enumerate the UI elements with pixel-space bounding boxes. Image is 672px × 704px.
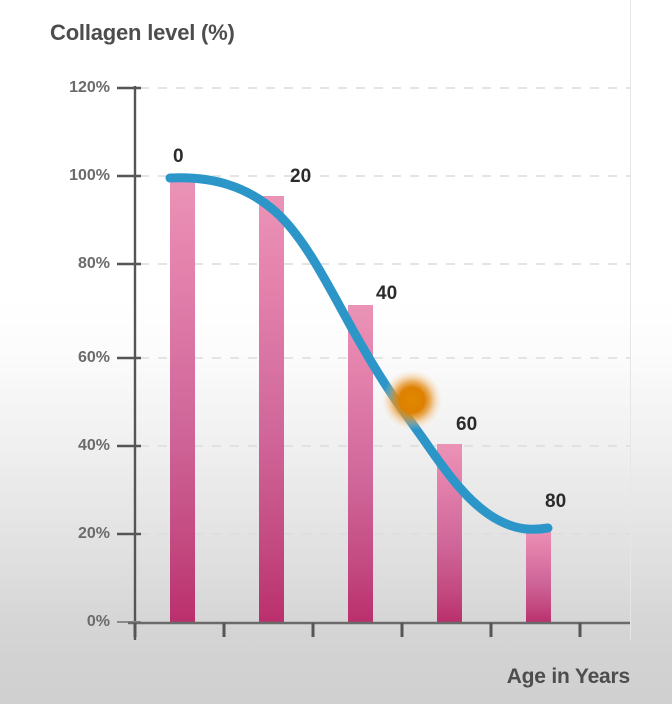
data-label-age-20: 20 [290, 166, 312, 187]
y-tick-label-80: 80% [77, 255, 110, 272]
y-tick-label-40: 40% [77, 437, 110, 454]
highlight-marker-icon[interactable] [382, 370, 442, 430]
y-tick-label-20: 20% [77, 525, 110, 542]
y-tick-label-0: 0% [86, 613, 110, 630]
x-axis-title: Age in Years [506, 665, 630, 688]
trend-line [165, 173, 553, 534]
gridlines [140, 87, 630, 535]
bar-series [170, 178, 551, 623]
y-axis [117, 86, 141, 640]
data-label-age-80: 80 [545, 491, 567, 512]
y-tick-label-60: 60% [77, 349, 110, 366]
bar-age-0[interactable] [170, 178, 195, 623]
x-axis [128, 621, 630, 637]
data-label-age-60: 60 [456, 414, 478, 435]
bar-age-80[interactable] [526, 528, 551, 623]
panel-right-edge [630, 0, 631, 640]
bar-age-20[interactable] [259, 196, 284, 623]
y-tick-label-120: 120% [69, 79, 110, 96]
y-tick-label-100: 100% [69, 167, 110, 184]
page-title: Collagen level (%) [50, 20, 235, 45]
data-label-age-40: 40 [376, 283, 398, 304]
data-label-age-0: 0 [173, 146, 184, 167]
